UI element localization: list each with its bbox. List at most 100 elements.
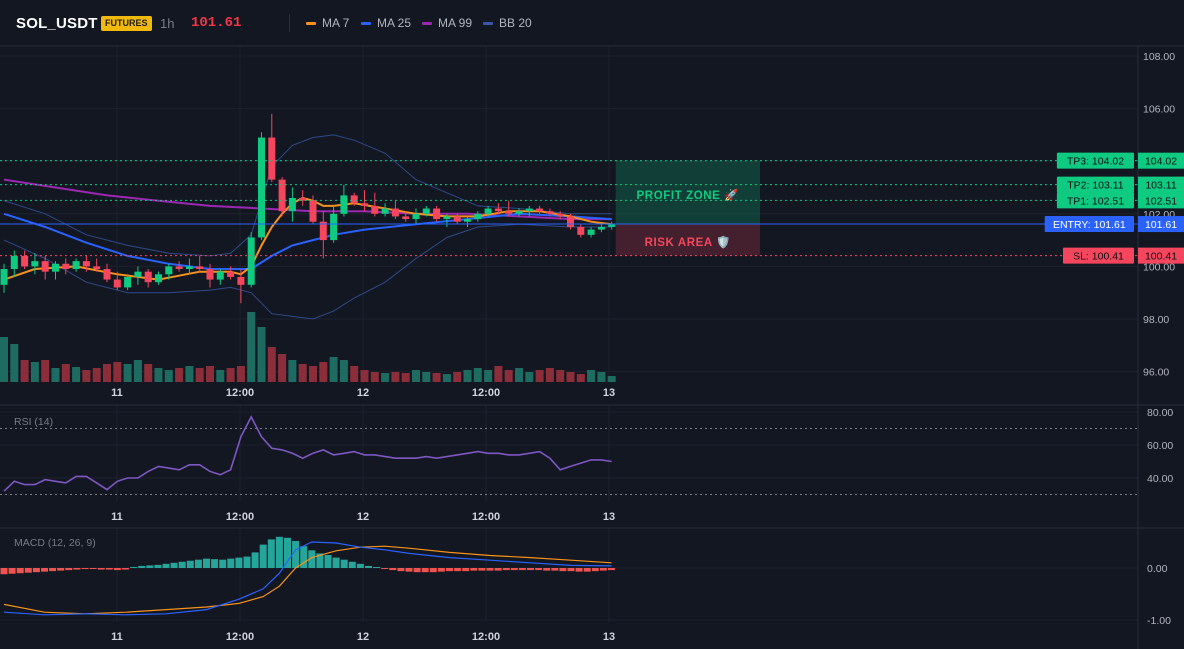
volume-bar bbox=[133, 360, 142, 382]
volume-bar bbox=[175, 368, 184, 382]
macd-histogram-bar bbox=[154, 564, 162, 568]
candle-body bbox=[350, 195, 358, 204]
macd-histogram-bar bbox=[324, 555, 332, 568]
candle-body bbox=[288, 198, 296, 212]
price-axis-tick: 98.00 bbox=[1143, 314, 1169, 326]
candle-body bbox=[0, 269, 8, 285]
macd-histogram-bar bbox=[559, 568, 567, 572]
volume-bar bbox=[247, 312, 256, 382]
volume-bar bbox=[257, 327, 266, 382]
candle-body bbox=[608, 224, 616, 227]
macd-histogram-bar bbox=[227, 558, 235, 568]
macd-histogram-bar bbox=[462, 568, 470, 572]
macd-histogram-bar bbox=[73, 568, 81, 570]
chart-header: SOL_USDT FUTURES 1h 101.61 MA 7 MA 25 MA… bbox=[0, 0, 1184, 46]
macd-histogram-bar bbox=[219, 559, 227, 568]
candle-body bbox=[577, 226, 585, 235]
macd-histogram-bar bbox=[16, 568, 24, 574]
candle-body bbox=[464, 219, 471, 222]
volume-bar bbox=[576, 374, 585, 382]
macd-histogram-bar bbox=[348, 561, 356, 568]
candle-body bbox=[21, 255, 29, 267]
candle-body bbox=[536, 208, 544, 212]
macd-histogram-bar bbox=[608, 568, 615, 571]
macd-histogram-bar bbox=[57, 568, 65, 571]
bb-lower-line bbox=[3, 223, 612, 320]
macd-histogram-bar bbox=[113, 568, 121, 571]
macd-histogram-bar bbox=[24, 568, 32, 573]
volume-bar bbox=[442, 374, 451, 382]
volume-bar bbox=[473, 368, 482, 382]
time-axis-tick: 13 bbox=[603, 511, 615, 523]
time-axis-tick: 12:00 bbox=[226, 387, 254, 399]
price-axis-tick: 108.00 bbox=[1143, 51, 1175, 63]
macd-histogram-bar bbox=[486, 568, 494, 571]
time-axis-tick: 12:00 bbox=[472, 631, 500, 643]
legend-ma25-label: MA 25 bbox=[377, 16, 412, 30]
candle-body bbox=[175, 266, 183, 270]
volume-bar bbox=[113, 362, 122, 382]
macd-histogram-bar bbox=[138, 565, 146, 568]
trade-zones: PROFIT ZONE 🚀 RISK AREA 🛡️ bbox=[615, 160, 760, 256]
entry-tag-label: ENTRY: 101.61 bbox=[1053, 219, 1126, 231]
risk-area bbox=[615, 224, 760, 256]
candle-body bbox=[278, 179, 286, 212]
volume-bar bbox=[401, 373, 410, 382]
candle-body bbox=[41, 261, 49, 272]
volume-bar bbox=[412, 370, 420, 382]
volume-bar bbox=[298, 364, 307, 382]
legend-ma99-swatch bbox=[422, 22, 432, 26]
macd-histogram-bar bbox=[527, 568, 534, 571]
timeframe-label[interactable]: 1h bbox=[160, 16, 175, 31]
time-axis-tick: 12 bbox=[357, 631, 369, 643]
macd-histogram-bar bbox=[65, 568, 73, 571]
candle-body bbox=[196, 266, 204, 270]
macd-histogram-bar bbox=[454, 568, 462, 572]
volume-bar bbox=[494, 366, 503, 382]
candle-body bbox=[185, 266, 193, 270]
time-axis-tick: 12:00 bbox=[472, 387, 500, 399]
macd-signal-line bbox=[3, 545, 612, 615]
time-axis-tick: 11 bbox=[111, 511, 123, 523]
macd-histogram-bar bbox=[267, 539, 275, 568]
macd-histogram-bar bbox=[535, 568, 543, 571]
candle-body bbox=[319, 221, 327, 241]
time-axis-tick: 13 bbox=[603, 387, 615, 399]
macd-axis-tick: 0.00 bbox=[1147, 563, 1168, 575]
legend-ma99: MA 99 bbox=[422, 16, 472, 30]
symbol-title[interactable]: SOL_USDT bbox=[16, 15, 98, 32]
candle-body bbox=[31, 261, 39, 267]
sl-tag-label: SL: 100.41 bbox=[1073, 251, 1124, 263]
time-axis-tick: 12 bbox=[357, 387, 369, 399]
volume-bar bbox=[226, 368, 235, 382]
macd-histogram-bar bbox=[0, 568, 8, 575]
header-divider bbox=[289, 14, 290, 32]
price-axis-tick: 100.00 bbox=[1143, 261, 1175, 273]
volume-bar bbox=[484, 370, 493, 382]
macd-histogram-bar bbox=[437, 568, 445, 572]
macd-histogram-bar bbox=[405, 568, 413, 572]
candle-body bbox=[567, 216, 574, 227]
candle-body bbox=[330, 213, 338, 241]
volume-bar bbox=[422, 372, 431, 382]
volume-bar bbox=[0, 337, 8, 382]
candle-body bbox=[93, 266, 101, 270]
tp-axis-value: 103.11 bbox=[1145, 180, 1176, 192]
sl-axis-value: 100.41 bbox=[1145, 251, 1177, 263]
legend-ma7: MA 7 bbox=[306, 16, 349, 30]
entry-axis-value: 101.61 bbox=[1145, 219, 1177, 231]
candle-body bbox=[144, 271, 152, 283]
volume-bar bbox=[278, 354, 287, 382]
macd-histogram-bar bbox=[575, 568, 583, 572]
tp-axis-tag bbox=[1138, 176, 1184, 193]
candle-body bbox=[52, 263, 59, 272]
macd-histogram-bar bbox=[89, 568, 97, 570]
volume-bar bbox=[504, 370, 513, 382]
volume-bar bbox=[525, 372, 534, 382]
tp-axis-tag bbox=[1138, 152, 1184, 169]
candle-body bbox=[165, 266, 173, 275]
macd-histogram-bar bbox=[340, 559, 348, 568]
price-axis-tick: 106.00 bbox=[1143, 104, 1175, 116]
